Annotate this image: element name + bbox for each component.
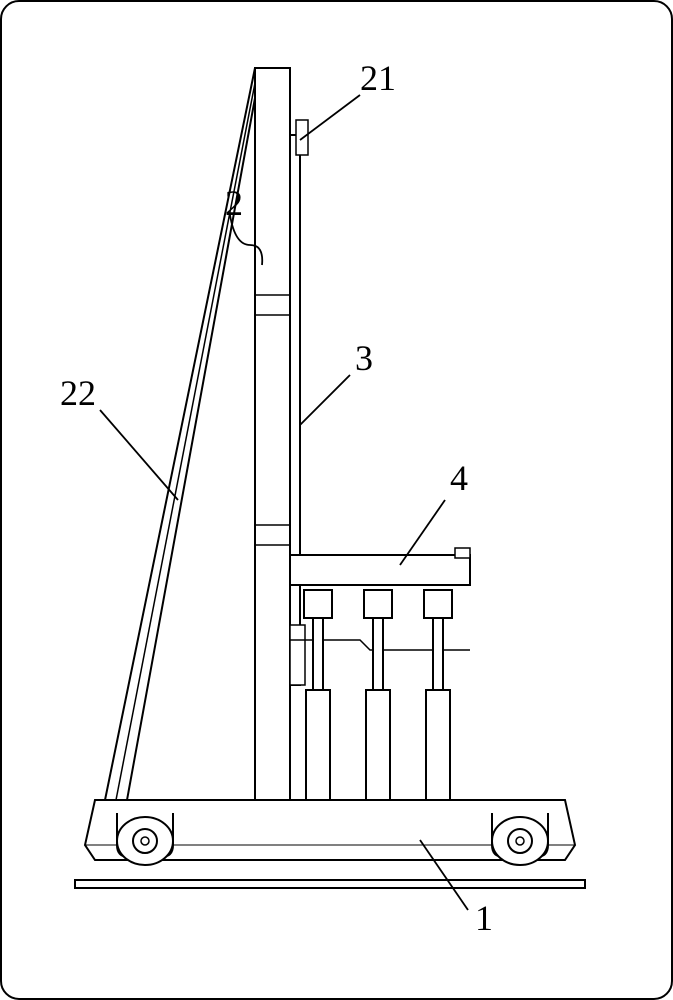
carriage-back	[290, 625, 305, 685]
platform-notch	[455, 548, 470, 558]
ground-rail	[75, 880, 585, 888]
piston-1-rod	[313, 618, 323, 690]
platform-top	[290, 555, 470, 585]
diagonal-brace	[105, 68, 255, 800]
piston-3-rod	[433, 618, 443, 690]
upright-column	[255, 68, 290, 800]
label-2: 2	[225, 183, 243, 223]
piston-1-head	[304, 590, 332, 618]
label-21: 21	[360, 58, 396, 98]
piston-1-body	[306, 690, 330, 800]
front-rail	[290, 135, 300, 685]
leader-3	[300, 375, 350, 425]
piston-3-body	[426, 690, 450, 800]
leader-21	[300, 95, 360, 140]
label-1: 1	[475, 898, 493, 938]
wheel-left-hub	[133, 829, 157, 853]
label-3: 3	[355, 338, 373, 378]
label-22: 22	[60, 373, 96, 413]
piston-2-head	[364, 590, 392, 618]
piston-2-body	[366, 690, 390, 800]
piston-2-rod	[373, 618, 383, 690]
wheel-right-hub	[508, 829, 532, 853]
label-4: 4	[450, 458, 468, 498]
piston-3-head	[424, 590, 452, 618]
leader-22	[100, 410, 178, 500]
